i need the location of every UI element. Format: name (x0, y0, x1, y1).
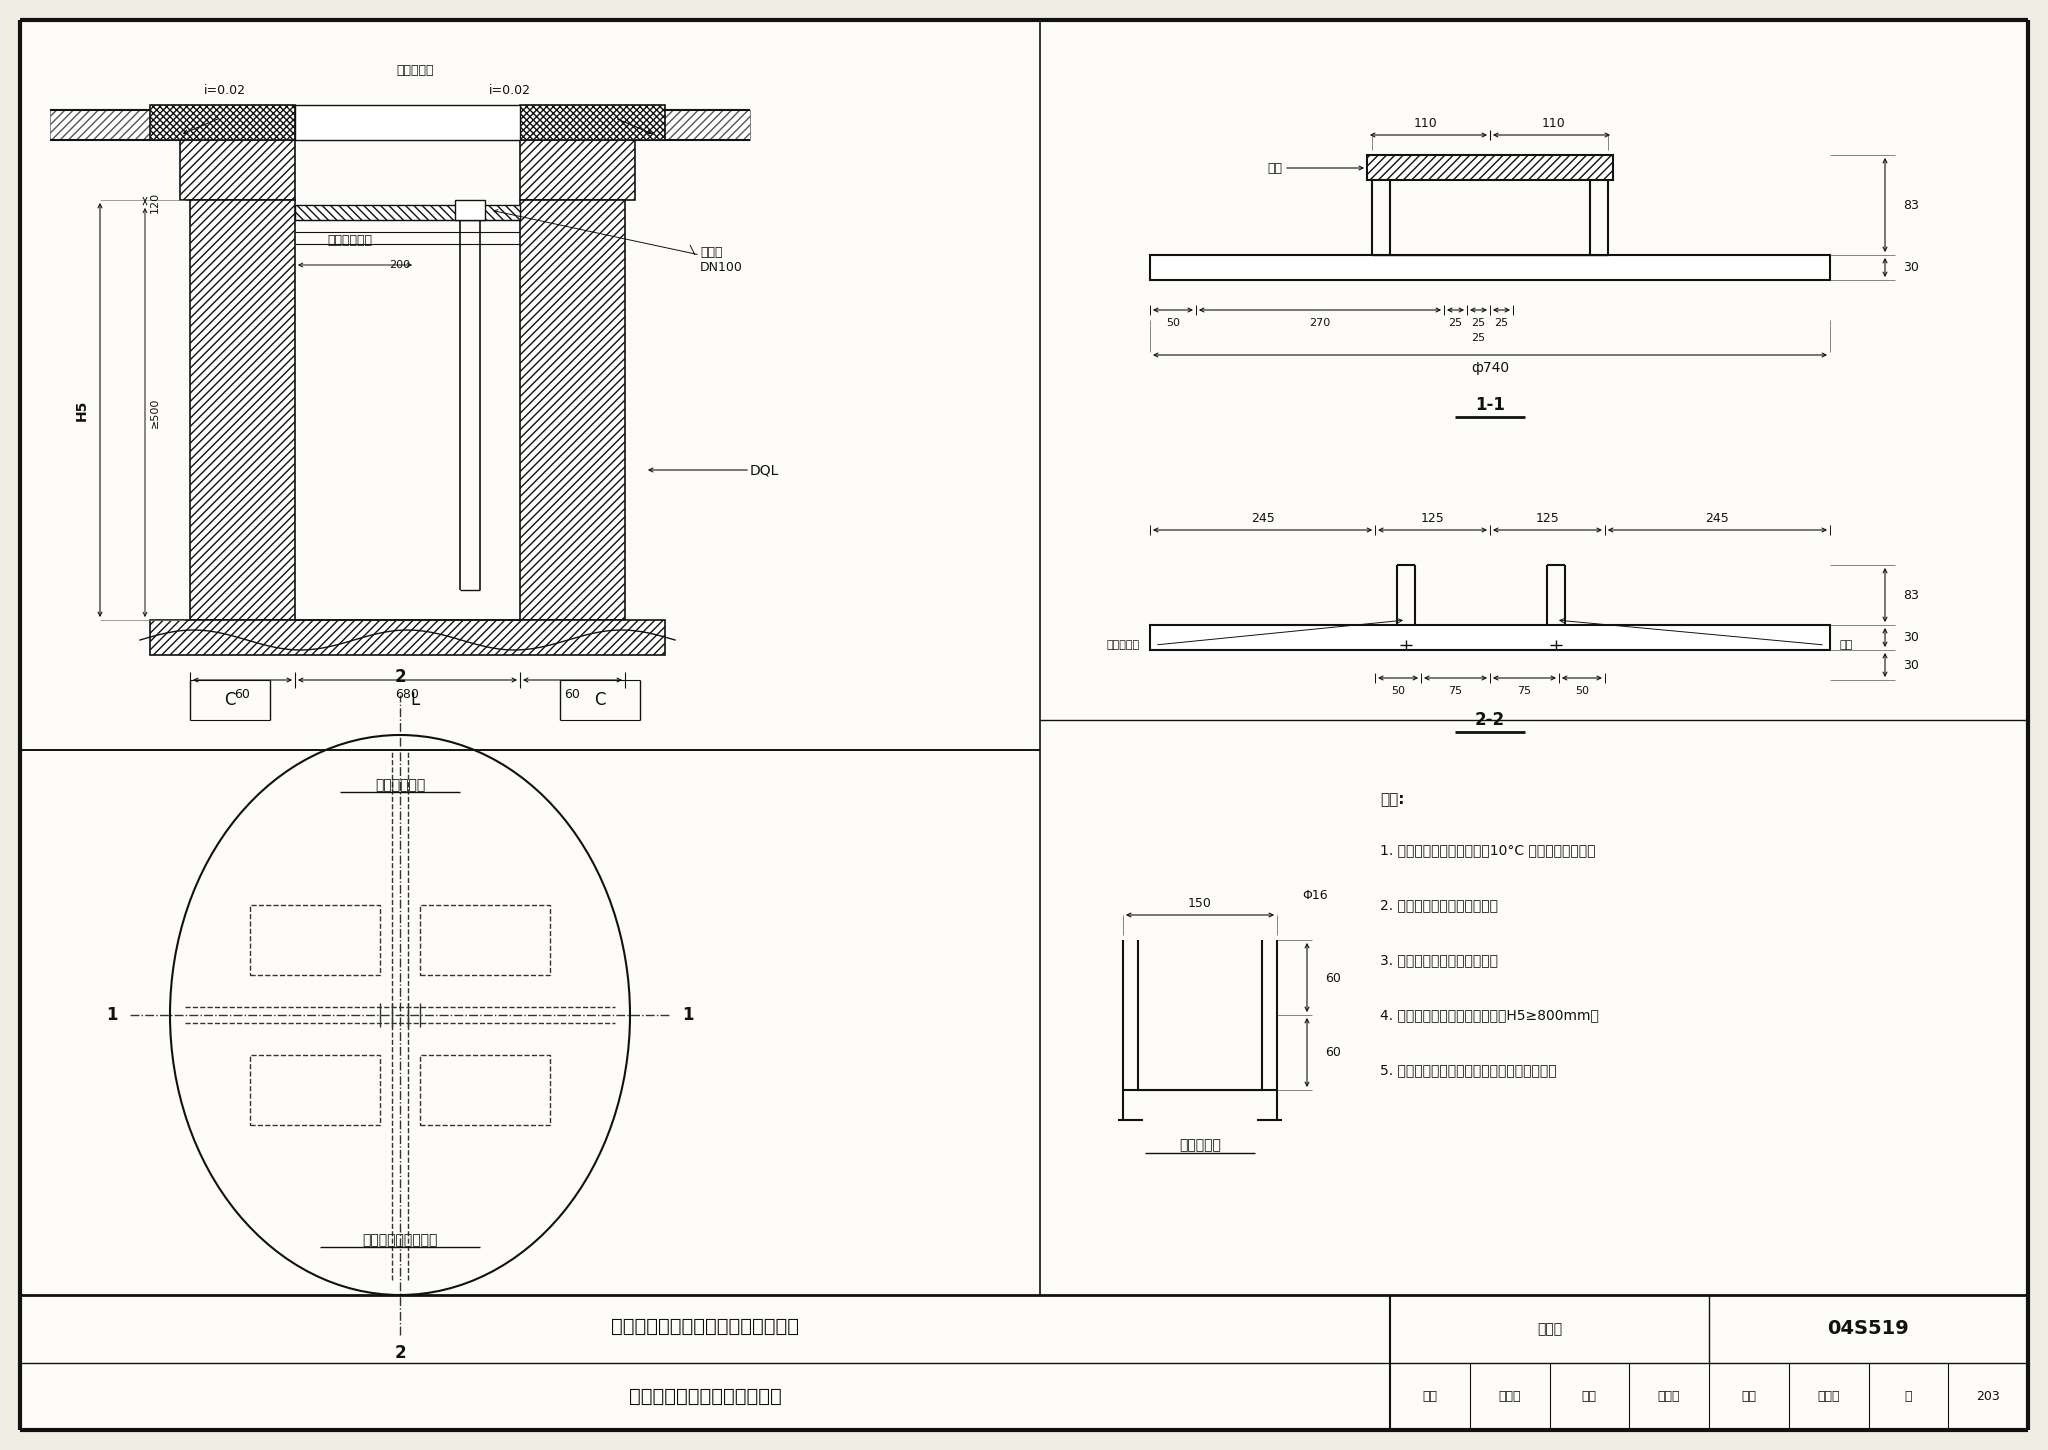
Text: 保温井口及木制保温盖板做法: 保温井口及木制保温盖板做法 (629, 1386, 782, 1405)
Text: 4. 凡做保温的池，井筒高度必需H5≥800mm。: 4. 凡做保温的池，井筒高度必需H5≥800mm。 (1380, 1008, 1599, 1022)
Text: 83: 83 (1903, 199, 1919, 212)
Text: ≥500: ≥500 (150, 397, 160, 428)
Text: 50: 50 (1391, 686, 1405, 696)
Bar (420, 905, 551, 974)
Text: 砖砌保温井口: 砖砌保温井口 (375, 779, 426, 792)
Text: 2: 2 (393, 668, 406, 686)
Text: 1. 当池采暖计算温度低于－10°C 的地区须做保温。: 1. 当池采暖计算温度低于－10°C 的地区须做保温。 (1380, 842, 1595, 857)
Bar (295, 104, 520, 141)
Text: 125: 125 (1536, 512, 1559, 525)
Bar (295, 204, 520, 220)
Text: 武明美: 武明美 (1659, 1389, 1679, 1402)
Text: 5. 凡做保温的池通气管必须埋在保温板以下。: 5. 凡做保温的池通气管必须埋在保温板以下。 (1380, 1063, 1556, 1077)
Text: i=0.02: i=0.02 (489, 84, 530, 97)
Text: 2-2: 2-2 (1475, 710, 1505, 729)
Text: 04S519: 04S519 (1827, 1320, 1909, 1338)
Text: 125: 125 (1421, 512, 1444, 525)
Text: 60: 60 (1325, 972, 1341, 985)
Bar (1366, 155, 1614, 180)
Text: 110: 110 (1413, 116, 1438, 129)
Bar (455, 200, 485, 220)
Text: 60: 60 (565, 687, 580, 700)
Text: 木制保温盖板平面图: 木制保温盖板平面图 (362, 1232, 438, 1247)
Text: 螺母及垫圈: 螺母及垫圈 (1106, 639, 1141, 650)
Text: 60: 60 (236, 687, 250, 700)
Text: 203: 203 (1976, 1389, 2001, 1402)
Text: 680: 680 (395, 687, 420, 700)
Text: 2: 2 (393, 1344, 406, 1362)
Text: 校对: 校对 (1581, 1389, 1597, 1402)
Text: 把手大样图: 把手大样图 (1180, 1138, 1221, 1151)
Text: 25: 25 (1495, 318, 1509, 328)
Bar (520, 104, 666, 141)
Text: 2. 木制保温盖板材料为松木。: 2. 木制保温盖板材料为松木。 (1380, 898, 1497, 912)
Text: 有覆土砖砌汽车洗车污水隔油沉淀池: 有覆土砖砌汽车洗车污水隔油沉淀池 (610, 1317, 799, 1337)
Text: 50: 50 (1165, 318, 1180, 328)
Bar (180, 141, 295, 200)
Bar (520, 200, 625, 621)
Text: 郭实雄: 郭实雄 (1499, 1389, 1522, 1402)
Text: 页: 页 (1905, 1389, 1913, 1402)
Bar (150, 104, 295, 141)
Text: 270: 270 (1309, 318, 1331, 328)
Text: 审核: 审核 (1423, 1389, 1438, 1402)
Text: 60: 60 (1325, 1047, 1341, 1060)
Text: 30: 30 (1903, 658, 1919, 671)
Text: 50: 50 (1575, 686, 1589, 696)
Bar (190, 200, 295, 621)
Text: L: L (410, 692, 420, 709)
Text: 245: 245 (1706, 512, 1729, 525)
Bar (580, 110, 750, 141)
Text: 把手: 把手 (1268, 161, 1282, 174)
Text: 1: 1 (682, 1006, 694, 1024)
Text: 30: 30 (1903, 261, 1919, 274)
Text: 150: 150 (1188, 896, 1212, 909)
Bar (1151, 255, 1831, 280)
Text: H5: H5 (76, 399, 88, 420)
Text: 说明:: 说明: (1380, 793, 1405, 808)
Text: 王龙生: 王龙生 (1817, 1389, 1839, 1402)
Text: 井盖及支座: 井盖及支座 (395, 64, 434, 77)
Text: Φ16: Φ16 (1303, 889, 1327, 902)
Bar (520, 141, 635, 200)
Text: 通气管
DN100: 通气管 DN100 (700, 247, 743, 274)
Text: 245: 245 (1251, 512, 1274, 525)
Text: 图集号: 图集号 (1536, 1322, 1563, 1335)
Text: 1-1: 1-1 (1475, 396, 1505, 415)
Text: 25: 25 (1448, 318, 1462, 328)
Text: 25: 25 (1470, 334, 1485, 344)
Bar (250, 905, 381, 974)
Text: 30: 30 (1903, 631, 1919, 644)
Bar (49, 110, 219, 141)
Text: 设计: 设计 (1741, 1389, 1757, 1402)
Text: C: C (223, 692, 236, 709)
Text: 110: 110 (1542, 116, 1567, 129)
Text: 1: 1 (106, 1006, 117, 1024)
Bar (1151, 625, 1831, 650)
Text: C: C (594, 692, 606, 709)
Bar (250, 1056, 381, 1125)
Text: 75: 75 (1518, 686, 1532, 696)
Text: 铁钉: 铁钉 (1839, 639, 1853, 650)
Text: 120: 120 (150, 191, 160, 213)
Text: 83: 83 (1903, 589, 1919, 602)
Text: ф740: ф740 (1470, 361, 1509, 376)
Text: 200: 200 (389, 260, 410, 270)
Bar (150, 621, 666, 655)
Text: 井筒保温盖板: 井筒保温盖板 (328, 233, 373, 247)
Text: i=0.02: i=0.02 (205, 84, 246, 97)
Text: 25: 25 (1470, 318, 1485, 328)
Text: 3. 木制井盖须浸热沥青防腐。: 3. 木制井盖须浸热沥青防腐。 (1380, 953, 1497, 967)
Bar (420, 1056, 551, 1125)
Text: 75: 75 (1448, 686, 1462, 696)
Text: DQL: DQL (750, 463, 780, 477)
